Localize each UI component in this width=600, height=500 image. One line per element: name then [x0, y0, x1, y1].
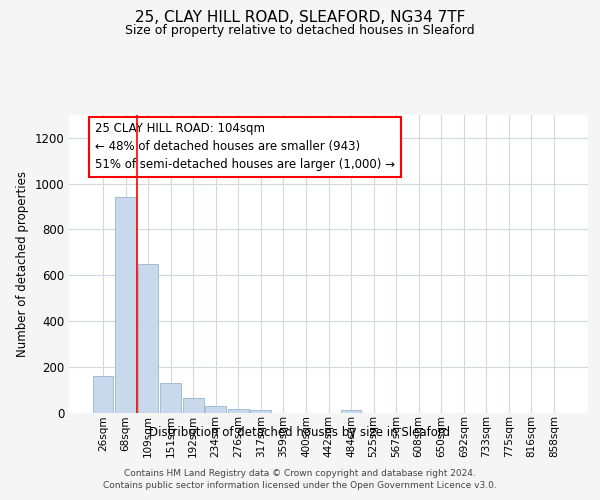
Text: Contains public sector information licensed under the Open Government Licence v3: Contains public sector information licen… [103, 481, 497, 490]
Text: 25 CLAY HILL ROAD: 104sqm
← 48% of detached houses are smaller (943)
51% of semi: 25 CLAY HILL ROAD: 104sqm ← 48% of detac… [95, 122, 395, 172]
Text: Contains HM Land Registry data © Crown copyright and database right 2024.: Contains HM Land Registry data © Crown c… [124, 469, 476, 478]
Bar [228, 409, 248, 412]
Bar [160, 383, 181, 412]
Bar [250, 410, 271, 412]
Bar [137, 264, 158, 412]
Bar [205, 406, 226, 412]
Y-axis label: Number of detached properties: Number of detached properties [16, 171, 29, 357]
Bar [92, 376, 113, 412]
Bar [183, 398, 203, 412]
Bar [115, 198, 136, 412]
Bar [341, 410, 361, 412]
Text: 25, CLAY HILL ROAD, SLEAFORD, NG34 7TF: 25, CLAY HILL ROAD, SLEAFORD, NG34 7TF [135, 10, 465, 25]
Text: Distribution of detached houses by size in Sleaford: Distribution of detached houses by size … [149, 426, 451, 439]
Text: Size of property relative to detached houses in Sleaford: Size of property relative to detached ho… [125, 24, 475, 37]
